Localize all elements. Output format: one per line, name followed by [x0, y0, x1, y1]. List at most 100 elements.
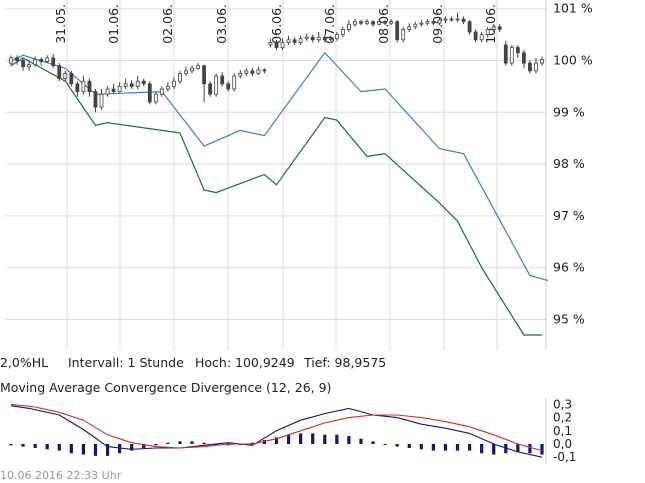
candle	[431, 20, 436, 26]
candle	[232, 73, 237, 92]
candle-body	[159, 88, 164, 95]
candle	[196, 63, 200, 70]
candle	[383, 20, 388, 26]
candles	[9, 12, 544, 113]
low-label: Tief: 98,9575	[304, 355, 387, 370]
timestamp: 10.06.2016 22:33 Uhr	[0, 469, 122, 482]
candle-body	[509, 47, 514, 64]
candle	[528, 60, 532, 74]
candle	[503, 40, 508, 66]
histogram-bar	[504, 444, 508, 454]
candle-body	[292, 39, 297, 43]
candle	[172, 77, 176, 89]
candle-body	[141, 80, 146, 85]
candle-body	[184, 70, 188, 74]
candle-body	[250, 70, 255, 74]
candle	[515, 44, 520, 58]
candle-body	[425, 21, 430, 24]
lower-band-line	[10, 57, 542, 336]
candle	[250, 68, 255, 77]
candle	[521, 50, 526, 69]
candle-body	[437, 19, 442, 24]
candle	[262, 68, 267, 74]
candle	[280, 38, 285, 51]
candle	[33, 56, 38, 67]
macd-y-tick-label: 0,2	[553, 411, 572, 425]
candle	[497, 24, 502, 33]
candle-body	[534, 62, 538, 72]
candle-body	[51, 57, 56, 67]
candle	[443, 16, 448, 24]
upper-band-line	[10, 51, 549, 282]
candle-body	[117, 86, 122, 92]
histogram-bar	[311, 433, 315, 444]
histogram-bar	[33, 444, 37, 448]
candle-body	[93, 91, 98, 108]
candle	[75, 81, 80, 97]
candle	[449, 16, 454, 22]
candle-body	[9, 57, 13, 64]
histogram-bar	[335, 434, 339, 444]
histogram-bar	[516, 444, 520, 452]
price-chart: 31.05. 01.06. 02.06. 03.06. 06.06. 07.06. 08.0…	[5, 0, 593, 350]
interval-label: Intervall: 1 Stunde	[68, 355, 184, 370]
histogram-bar	[274, 437, 279, 444]
candle	[395, 20, 400, 43]
candle	[425, 19, 430, 26]
candle	[111, 83, 116, 95]
candle-body	[27, 64, 32, 68]
x-tick-label: 09.06.	[430, 4, 445, 44]
candle	[153, 91, 158, 105]
candle	[208, 81, 213, 97]
histogram-bar	[359, 438, 363, 444]
histogram-bar	[190, 441, 194, 444]
candle	[15, 55, 19, 65]
candle-body	[401, 29, 406, 41]
candle-body	[340, 29, 345, 35]
candle-body	[214, 75, 219, 95]
candle	[389, 19, 394, 26]
histogram-bar	[202, 442, 206, 444]
histogram-bar	[262, 440, 267, 444]
candle-body	[443, 18, 448, 21]
histogram-bar	[93, 444, 98, 456]
histogram-bar	[371, 441, 375, 444]
candle-body	[220, 75, 225, 85]
candle	[328, 35, 333, 41]
histogram-bar	[323, 434, 327, 444]
candle	[135, 76, 140, 89]
candle	[485, 26, 490, 38]
candle-body	[105, 88, 110, 95]
candle-body	[232, 75, 237, 90]
chart-info-row: 2,0%HL Intervall: 1 Stunde Hoch: 100,924…	[0, 355, 645, 373]
candle-body	[347, 23, 351, 30]
candle-body	[455, 18, 460, 21]
candle	[467, 20, 472, 35]
histogram-bar	[21, 444, 25, 447]
y-tick-label: 96 %	[553, 260, 585, 275]
candle	[534, 57, 538, 74]
candle-body	[153, 93, 158, 103]
x-tick-label: 31.05.	[53, 4, 68, 44]
candle	[365, 19, 369, 26]
candle-body	[540, 59, 544, 64]
histogram-bar	[455, 444, 460, 451]
histogram-bar	[105, 444, 110, 456]
candle	[413, 21, 418, 30]
candle-body	[407, 26, 412, 30]
candle-body	[178, 73, 182, 82]
candle	[69, 70, 74, 87]
candle	[220, 71, 225, 87]
candle-body	[491, 26, 496, 30]
histogram-bar	[480, 444, 484, 454]
histogram-bar	[419, 444, 423, 450]
candle	[129, 80, 134, 89]
candle	[292, 37, 297, 45]
candle	[63, 70, 68, 82]
signal-line	[10, 403, 543, 452]
macd-chart: 0,30,20,10,0-0,1	[9, 398, 576, 464]
candle-body	[268, 41, 273, 46]
candle	[9, 55, 13, 66]
candle	[491, 24, 496, 33]
candle-body	[383, 21, 388, 24]
